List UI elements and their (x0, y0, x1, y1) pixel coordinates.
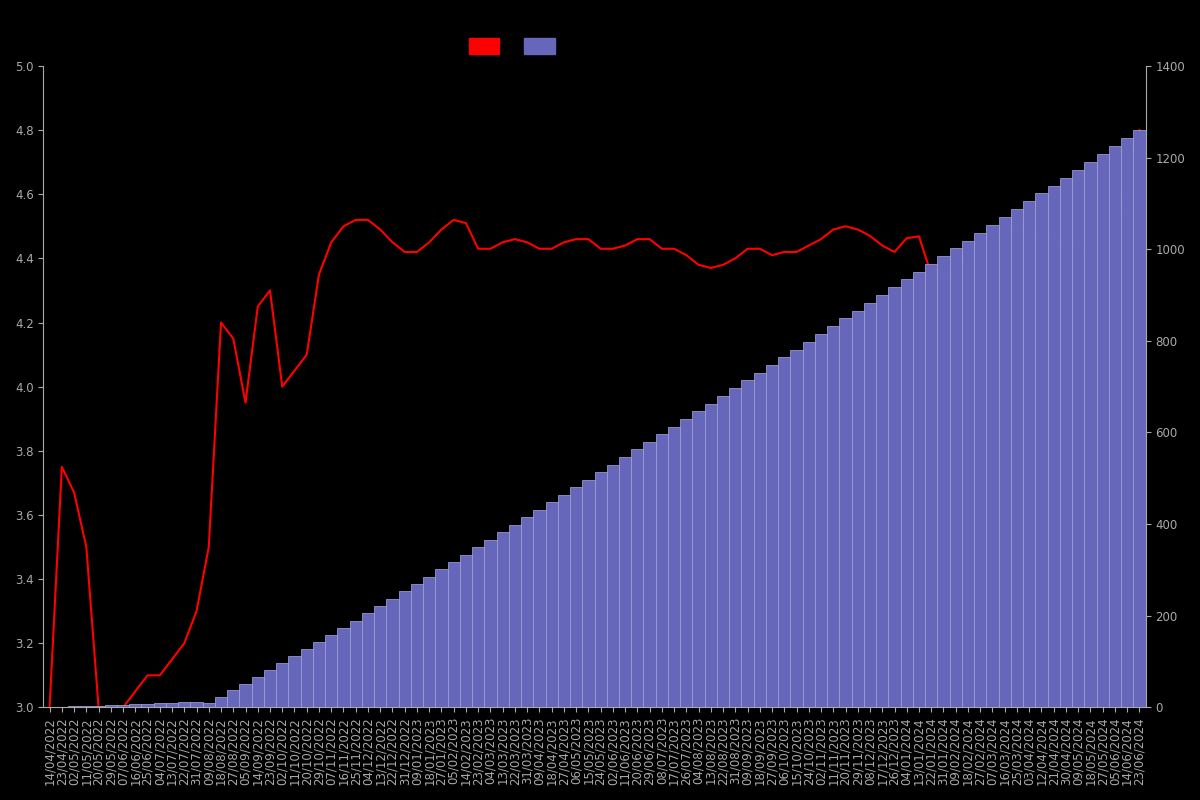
Bar (546, 502, 558, 707)
Bar (80, 706, 92, 707)
Bar (1048, 186, 1060, 707)
Bar (582, 480, 594, 707)
Bar (680, 418, 692, 707)
Bar (1010, 210, 1024, 707)
Bar (962, 241, 974, 707)
Bar (1024, 201, 1036, 707)
Bar (1036, 194, 1048, 707)
Bar (362, 614, 374, 707)
Bar (166, 703, 178, 707)
Bar (460, 555, 472, 707)
Bar (509, 525, 521, 707)
Bar (631, 450, 643, 707)
Bar (655, 434, 668, 707)
Bar (840, 318, 852, 707)
Bar (827, 326, 840, 707)
Bar (864, 303, 876, 707)
Bar (730, 388, 742, 707)
Bar (215, 697, 227, 707)
Legend: , : , (469, 38, 566, 54)
Bar (937, 256, 949, 707)
Bar (178, 702, 191, 707)
Bar (313, 642, 325, 707)
Bar (998, 217, 1010, 707)
Bar (692, 411, 704, 707)
Bar (643, 442, 655, 707)
Bar (986, 225, 998, 707)
Bar (619, 457, 631, 707)
Bar (92, 706, 104, 707)
Bar (803, 342, 815, 707)
Bar (558, 495, 570, 707)
Bar (227, 690, 239, 707)
Bar (264, 670, 276, 707)
Bar (472, 547, 485, 707)
Bar (766, 365, 778, 707)
Bar (607, 465, 619, 707)
Bar (925, 264, 937, 707)
Bar (1085, 162, 1097, 707)
Bar (239, 684, 252, 707)
Bar (1060, 178, 1072, 707)
Bar (497, 532, 509, 707)
Bar (485, 540, 497, 707)
Bar (398, 591, 410, 707)
Bar (203, 703, 215, 707)
Bar (301, 650, 313, 707)
Bar (974, 233, 986, 707)
Bar (901, 279, 913, 707)
Bar (276, 663, 288, 707)
Bar (888, 287, 901, 707)
Bar (533, 510, 546, 707)
Bar (424, 577, 436, 707)
Bar (1133, 130, 1146, 707)
Bar (704, 404, 716, 707)
Bar (154, 703, 166, 707)
Bar (778, 358, 791, 707)
Bar (716, 396, 730, 707)
Bar (815, 334, 827, 707)
Bar (668, 426, 680, 707)
Bar (852, 310, 864, 707)
Bar (876, 295, 888, 707)
Bar (448, 562, 460, 707)
Bar (742, 380, 754, 707)
Bar (1072, 170, 1085, 707)
Bar (1109, 146, 1121, 707)
Bar (191, 702, 203, 707)
Bar (337, 628, 349, 707)
Bar (325, 635, 337, 707)
Bar (349, 621, 362, 707)
Bar (791, 350, 803, 707)
Bar (374, 606, 386, 707)
Bar (130, 704, 142, 707)
Bar (594, 472, 607, 707)
Bar (570, 487, 582, 707)
Bar (288, 656, 301, 707)
Bar (754, 373, 766, 707)
Bar (1121, 138, 1133, 707)
Bar (252, 677, 264, 707)
Bar (436, 570, 448, 707)
Bar (386, 599, 398, 707)
Bar (104, 705, 116, 707)
Bar (913, 272, 925, 707)
Bar (410, 584, 424, 707)
Bar (521, 518, 533, 707)
Bar (116, 705, 130, 707)
Bar (949, 248, 962, 707)
Bar (68, 706, 80, 707)
Bar (1097, 154, 1109, 707)
Bar (142, 704, 154, 707)
